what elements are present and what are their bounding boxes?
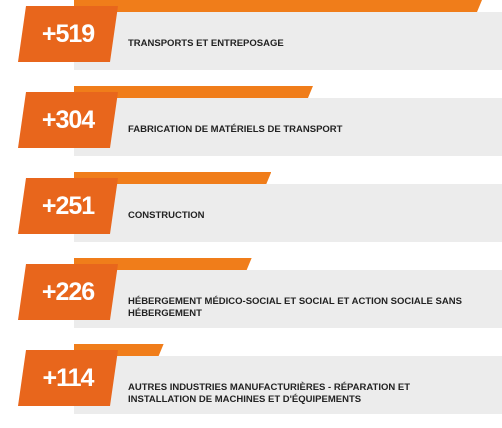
bar <box>74 258 252 270</box>
category-label: AUTRES INDUSTRIES MANUFACTURIÈRES - RÉPA… <box>128 382 411 405</box>
value-label: +304 <box>41 105 95 134</box>
badge <box>18 178 118 234</box>
category-label: HÉBERGEMENT MÉDICO-SOCIAL ET SOCIAL ET A… <box>128 296 462 319</box>
row: +519 TRANSPORTS ET ENTREPOSAGE <box>0 0 502 84</box>
badge <box>18 92 118 148</box>
badge <box>18 350 118 406</box>
panel <box>74 270 502 328</box>
row: +114 AUTRES INDUSTRIES MANUFACTURIÈRES - … <box>0 344 502 428</box>
row: +226 HÉBERGEMENT MÉDICO-SOCIAL ET SOCIAL … <box>0 258 502 342</box>
bar <box>74 0 482 12</box>
row: +251 CONSTRUCTION <box>0 172 502 256</box>
badge <box>18 264 118 320</box>
value-label: +251 <box>41 191 95 220</box>
bar <box>74 172 271 184</box>
value-label: +114 <box>42 363 95 392</box>
category-label: FABRICATION DE MATÉRIELS DE TRANSPORT <box>128 124 343 135</box>
value-label: +226 <box>41 277 95 306</box>
row: +304 FABRICATION DE MATÉRIELS DE TRANSPOR… <box>0 86 502 170</box>
panel <box>74 184 502 242</box>
panel <box>74 12 502 70</box>
category-label: TRANSPORTS ET ENTREPOSAGE <box>128 38 284 49</box>
panel <box>74 98 502 156</box>
badge <box>18 6 118 62</box>
bar <box>74 86 313 98</box>
infographic: +519 TRANSPORTS ET ENTREPOSAGE +304 FABRICA… <box>0 0 502 414</box>
value-label: +519 <box>41 19 95 48</box>
panel <box>74 356 502 414</box>
category-label: CONSTRUCTION <box>128 210 205 221</box>
